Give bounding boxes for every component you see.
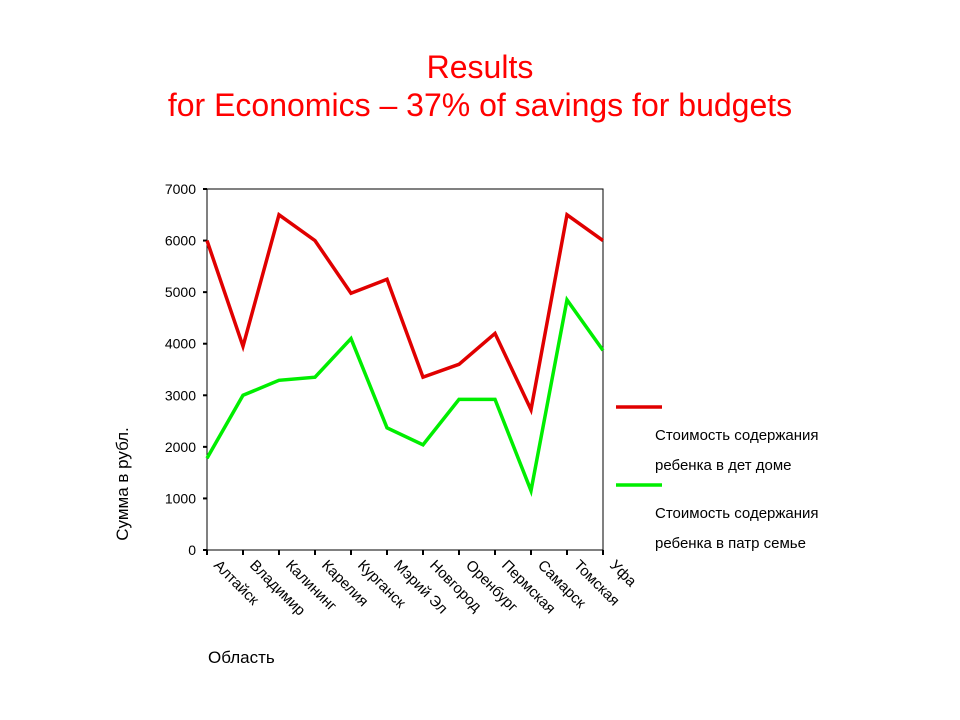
y-tick-label: 2000 xyxy=(165,439,196,455)
series-line-2 xyxy=(205,295,605,497)
y-tick-label: 3000 xyxy=(165,387,196,403)
plot-frame xyxy=(206,188,604,551)
x-axis-title: Область xyxy=(208,648,275,667)
y-tick-label: 7000 xyxy=(165,181,196,197)
series-line-1 xyxy=(205,211,605,416)
y-tick-label: 1000 xyxy=(165,490,196,506)
slide-title: Results for Economics – 37% of savings f… xyxy=(0,48,960,124)
y-tick-label: 5000 xyxy=(165,284,196,300)
legend-label-1: Стоимость содержания xyxy=(655,427,819,444)
y-axis-title: Сумма в рубл. xyxy=(113,427,132,540)
y-tick-label: 6000 xyxy=(165,233,196,249)
y-tick-label: 4000 xyxy=(165,336,196,352)
slide-title-line-1: Results xyxy=(426,49,534,85)
legend-label-2: ребенка в патр семье xyxy=(655,535,806,552)
legend-label-1: ребенка в дет доме xyxy=(655,457,792,474)
y-tick-label: 0 xyxy=(188,542,196,558)
legend-label-2: Стоимость содержания xyxy=(655,505,819,522)
slide-title-line-2: for Economics – 37% of savings for budge… xyxy=(167,87,793,123)
